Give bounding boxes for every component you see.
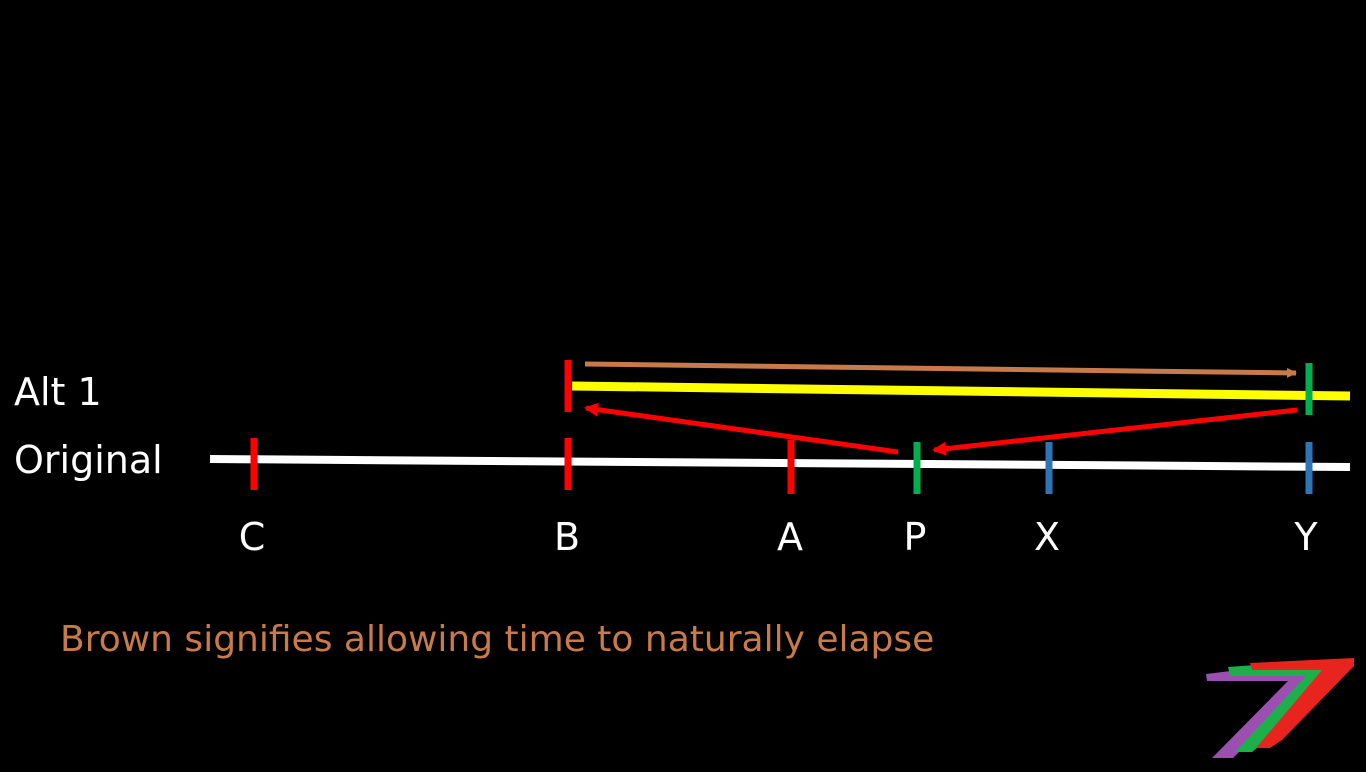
seven-stripes-logo-icon [1206,658,1354,758]
caption: Brown signifies allowing time to natural… [60,619,934,660]
marker-label-x: X [1034,515,1060,559]
red-arrow-y-to-p [932,407,1298,456]
red-arrow-p-to-b [584,402,899,455]
marker-label-c: C [239,515,266,559]
alt1-label: Alt 1 [14,370,102,414]
marker-label-a: A [777,515,803,559]
original-label: Original [14,438,163,482]
brown-arrow [584,361,1297,378]
marker-label-p: P [904,515,927,559]
marker-label-b: B [554,515,580,559]
original-timeline [209,455,1351,471]
alt1-timeline [571,381,1351,401]
marker-label-y: Y [1293,515,1318,559]
